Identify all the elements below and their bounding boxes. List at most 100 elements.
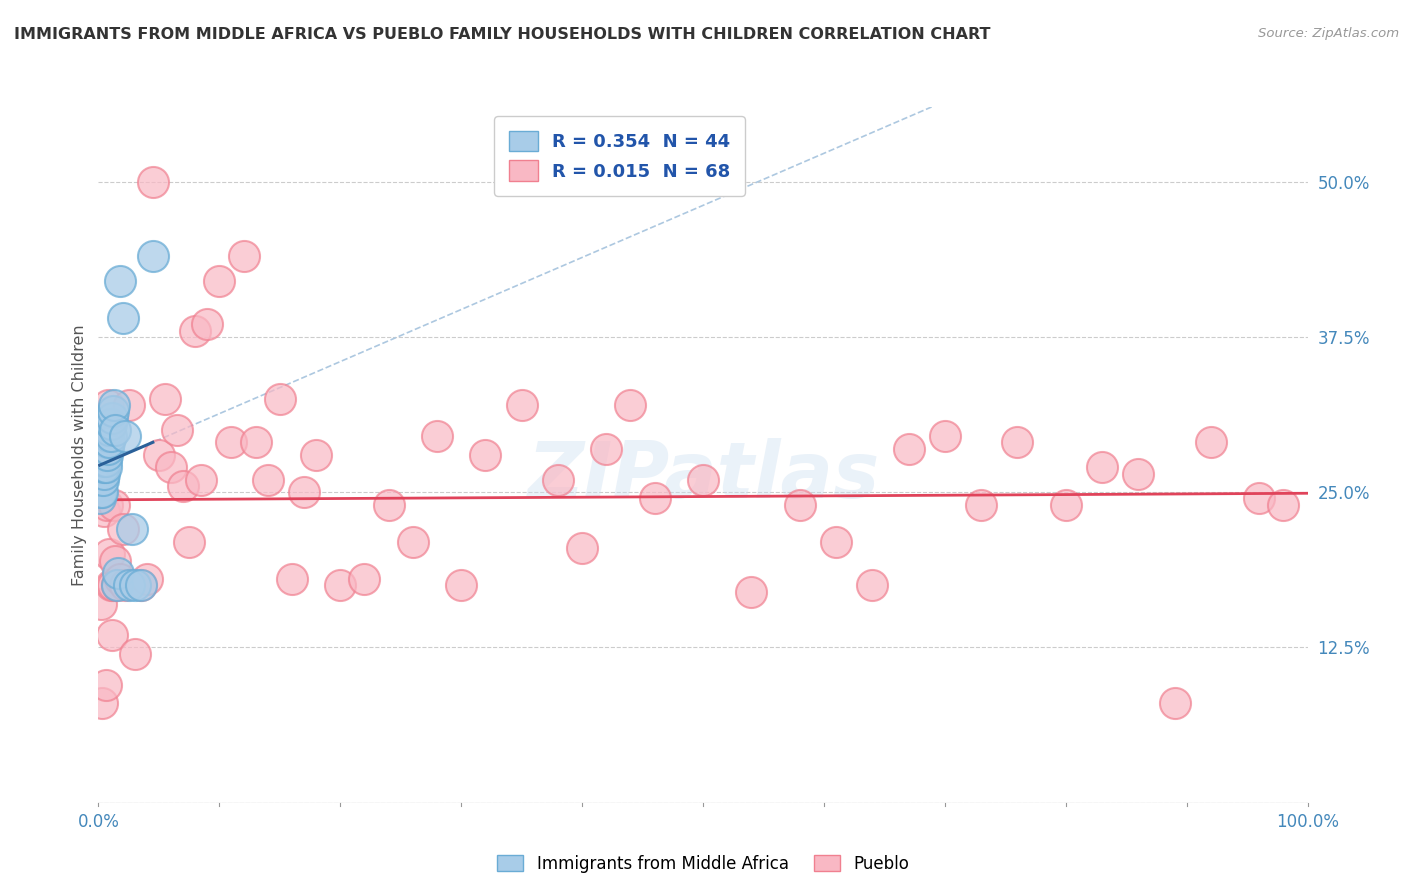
Point (547, 473, 569, 487)
Point (118, 578, 141, 592)
Point (269, 392, 291, 406)
Point (93, 504, 115, 518)
Point (94, 460, 117, 475)
Point (142, 249, 165, 263)
Point (93, 467, 115, 481)
Legend: R = 0.354  N = 44, R = 0.015  N = 68: R = 0.354 N = 44, R = 0.015 N = 68 (495, 116, 745, 195)
Point (90, 460, 112, 475)
Point (860, 578, 883, 592)
Point (97, 442, 120, 456)
Point (100, 628, 122, 642)
Point (91, 448, 114, 462)
Point (644, 491, 666, 506)
Point (103, 398, 125, 412)
Point (377, 498, 399, 512)
Point (93, 448, 115, 462)
Point (91, 473, 114, 487)
Point (114, 578, 136, 592)
Point (91, 460, 114, 475)
Point (100, 417, 122, 431)
Point (101, 578, 124, 592)
Point (190, 473, 212, 487)
Point (970, 498, 993, 512)
Point (789, 498, 811, 512)
Text: IMMIGRANTS FROM MIDDLE AFRICA VS PUEBLO FAMILY HOUSEHOLDS WITH CHILDREN CORRELAT: IMMIGRANTS FROM MIDDLE AFRICA VS PUEBLO … (14, 27, 991, 42)
Point (124, 578, 146, 592)
Point (1091, 460, 1114, 475)
Point (100, 429, 122, 443)
Point (329, 578, 352, 592)
Point (90, 597, 112, 611)
Point (104, 553, 127, 567)
Point (101, 404, 124, 418)
Point (184, 324, 207, 338)
Point (474, 448, 496, 462)
Point (96, 498, 118, 512)
Point (510, 398, 533, 412)
Point (98, 547, 121, 561)
Point (934, 429, 956, 443)
Point (1249, 491, 1271, 506)
Point (1199, 435, 1222, 450)
Point (595, 442, 617, 456)
Point (89, 491, 111, 506)
Point (619, 398, 641, 412)
Legend: Immigrants from Middle Africa, Pueblo: Immigrants from Middle Africa, Pueblo (489, 848, 917, 880)
Point (100, 410, 122, 425)
Point (160, 460, 183, 475)
Point (97, 429, 120, 443)
Point (426, 429, 449, 443)
Point (91, 454, 114, 468)
Point (111, 523, 134, 537)
Point (93, 454, 115, 468)
Point (450, 578, 472, 592)
Point (121, 523, 143, 537)
Point (89, 479, 111, 493)
Point (105, 578, 128, 592)
Point (256, 473, 278, 487)
Point (245, 435, 267, 450)
Point (305, 448, 328, 462)
Point (740, 584, 762, 599)
Point (90, 454, 112, 468)
Point (96, 435, 118, 450)
Point (108, 274, 131, 288)
Point (135, 572, 157, 586)
Point (825, 535, 848, 549)
Point (153, 392, 176, 406)
Point (353, 572, 375, 586)
Text: Source: ZipAtlas.com: Source: ZipAtlas.com (1258, 27, 1399, 40)
Point (103, 498, 125, 512)
Point (118, 398, 141, 412)
Point (897, 442, 920, 456)
Point (98, 435, 121, 450)
Point (91, 448, 114, 462)
Point (1163, 697, 1185, 711)
Point (94, 454, 117, 468)
Point (208, 274, 231, 288)
Point (148, 448, 170, 462)
Point (571, 541, 593, 555)
Point (105, 578, 128, 592)
Point (232, 249, 254, 263)
Point (1054, 498, 1077, 512)
Point (692, 473, 714, 487)
Point (96, 448, 118, 462)
Y-axis label: Family Households with Children: Family Households with Children (72, 324, 87, 586)
Point (104, 423, 127, 437)
Point (91, 697, 114, 711)
Point (114, 429, 136, 443)
Point (89, 473, 111, 487)
Point (100, 578, 122, 592)
Point (129, 578, 152, 592)
Point (91, 460, 114, 475)
Point (93, 460, 115, 475)
Point (142, 175, 165, 189)
Point (1128, 467, 1150, 481)
Text: ZIPatlas: ZIPatlas (527, 438, 879, 514)
Point (195, 318, 218, 332)
Point (1007, 435, 1029, 450)
Point (94, 678, 117, 692)
Point (91, 473, 114, 487)
Point (221, 435, 243, 450)
